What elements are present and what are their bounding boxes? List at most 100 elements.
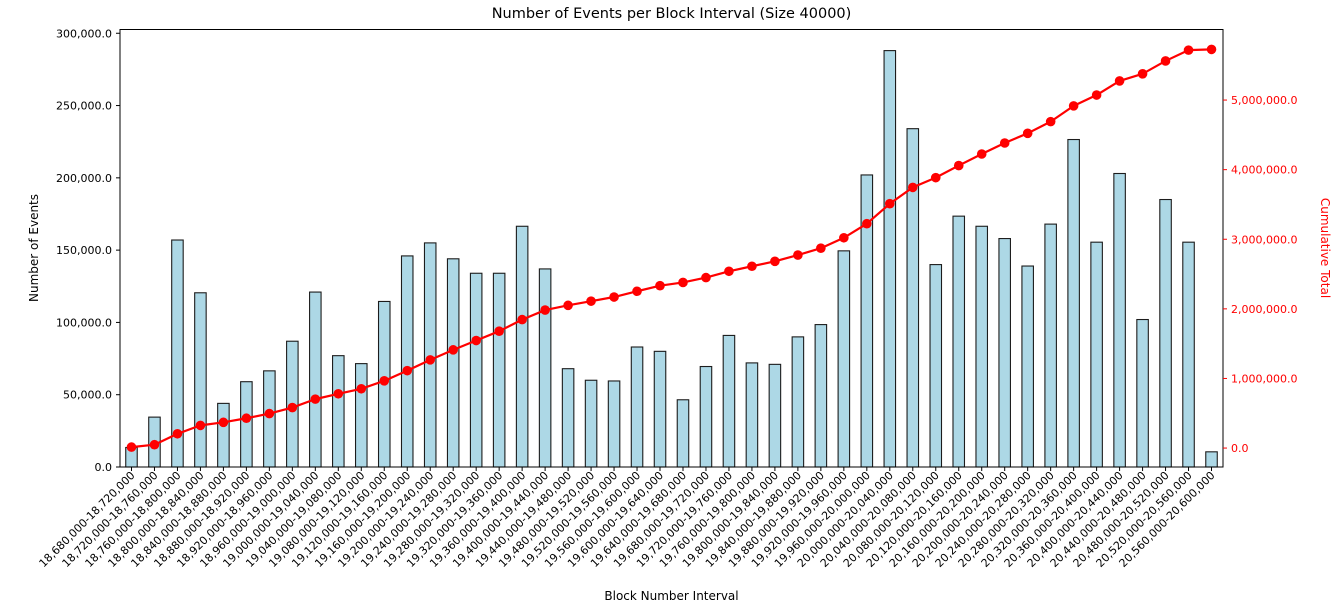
- bar: [768, 363, 782, 468]
- cumulative-point: [609, 292, 619, 302]
- right-y-axis-label: Cumulative Total: [1318, 198, 1332, 298]
- cumulative-point: [241, 413, 252, 424]
- cumulative-point: [1206, 44, 1217, 55]
- cumulative-point: [425, 355, 436, 365]
- cumulative-point: [930, 172, 941, 183]
- cumulative-point: [976, 149, 987, 159]
- cumulative-point: [747, 261, 757, 272]
- cumulative-point: [402, 365, 413, 376]
- left-tick-label: 300,000.0: [56, 27, 112, 40]
- bar: [676, 399, 690, 468]
- bar: [607, 380, 621, 468]
- cumulative-point: [287, 402, 298, 413]
- bar: [883, 50, 897, 468]
- cumulative-point: [632, 286, 642, 297]
- bar: [1205, 451, 1218, 468]
- bar: [1136, 318, 1149, 468]
- bar: [1044, 223, 1057, 468]
- cumulative-point: [333, 388, 344, 399]
- bar: [745, 362, 759, 468]
- bar: [561, 368, 575, 468]
- bar: [952, 215, 966, 468]
- cumulative-point: [586, 296, 596, 306]
- cumulative-point: [770, 256, 780, 267]
- cumulative-point: [999, 138, 1010, 148]
- right-tick-label: 1,000,000.0: [1231, 372, 1297, 385]
- bar: [354, 363, 368, 468]
- bar: [998, 238, 1011, 468]
- left-tick-label: 100,000.0: [56, 316, 112, 329]
- left-tick-label: 0.0: [95, 461, 113, 474]
- bar: [217, 402, 230, 468]
- bar: [538, 268, 552, 468]
- cumulative-point: [1114, 76, 1125, 86]
- cumulative-point: [1160, 56, 1171, 66]
- bar: [1021, 265, 1034, 468]
- cumulative-point: [126, 442, 137, 452]
- bar: [332, 355, 345, 468]
- cumulative-point: [540, 305, 550, 315]
- right-tick-label: 5,000,000.0: [1231, 94, 1297, 107]
- cumulative-point: [264, 408, 275, 419]
- bar: [492, 272, 506, 468]
- bar: [309, 291, 322, 468]
- cumulative-point: [563, 300, 573, 311]
- cumulative-point: [356, 383, 367, 394]
- bar: [791, 336, 805, 468]
- right-tick-label: 4,000,000.0: [1231, 164, 1297, 177]
- bar: [1067, 138, 1080, 468]
- cumulative-point: [678, 277, 688, 288]
- bar: [860, 174, 874, 468]
- bar: [400, 255, 414, 468]
- left-tick-label: 250,000.0: [56, 100, 112, 113]
- left-tick-label: 50,000.0: [63, 389, 112, 402]
- cumulative-point: [172, 428, 183, 439]
- cumulative-point: [195, 420, 206, 431]
- bar: [515, 225, 529, 468]
- chart-title: Number of Events per Block Interval (Siz…: [492, 6, 852, 22]
- cumulative-point: [1068, 101, 1079, 111]
- cumulative-point: [1183, 45, 1194, 55]
- cumulative-point: [862, 218, 872, 229]
- bar: [906, 128, 920, 468]
- bar: [653, 350, 667, 468]
- cumulative-point: [494, 326, 504, 337]
- bar: [194, 292, 207, 468]
- left-y-axis-label: Number of Events: [27, 194, 41, 302]
- plot-box: [119, 29, 1224, 468]
- x-axis-label: Block Number Interval: [604, 589, 738, 603]
- cumulative-point: [885, 198, 895, 209]
- cumulative-point: [907, 182, 918, 193]
- right-tick-label: 0.0: [1231, 442, 1249, 455]
- bar: [1090, 241, 1103, 468]
- cumulative-point: [701, 272, 711, 283]
- bar: [929, 264, 943, 468]
- left-tick-label: 200,000.0: [56, 172, 112, 185]
- bar: [584, 379, 598, 468]
- right-axis: 0.0 1,000,000.0 2,000,000.0 3,000,000.0 4,00…: [1223, 94, 1297, 455]
- cumulative-point: [379, 376, 390, 386]
- cumulative-point: [839, 232, 849, 243]
- bar: [423, 242, 437, 468]
- cumulative-point: [816, 243, 826, 253]
- bar: [263, 370, 276, 468]
- cumulative-point: [517, 314, 527, 325]
- bars-series: [125, 50, 1218, 468]
- bar: [975, 225, 989, 468]
- cumulative-point: [655, 280, 665, 291]
- cumulative-point: [310, 394, 321, 404]
- left-axis: 0.0 50,000.0 100,000.0 150,000.0 200,000.0 25…: [56, 27, 120, 474]
- bar: [469, 272, 483, 468]
- right-tick-label: 2,000,000.0: [1231, 303, 1297, 316]
- cumulative-point: [471, 335, 481, 346]
- bar: [699, 365, 713, 468]
- plot-area: 0.0 50,000.0 100,000.0 150,000.0 200,000.0 25…: [37, 27, 1298, 570]
- left-tick-label: 150,000.0: [56, 244, 112, 257]
- cumulative-point: [1022, 128, 1033, 139]
- bar: [1113, 172, 1126, 468]
- cumulative-point: [793, 250, 803, 260]
- cumulative-point: [724, 266, 734, 277]
- x-axis: 18,680,000-18,720,00018,720,000-18,760,0…: [37, 467, 1218, 570]
